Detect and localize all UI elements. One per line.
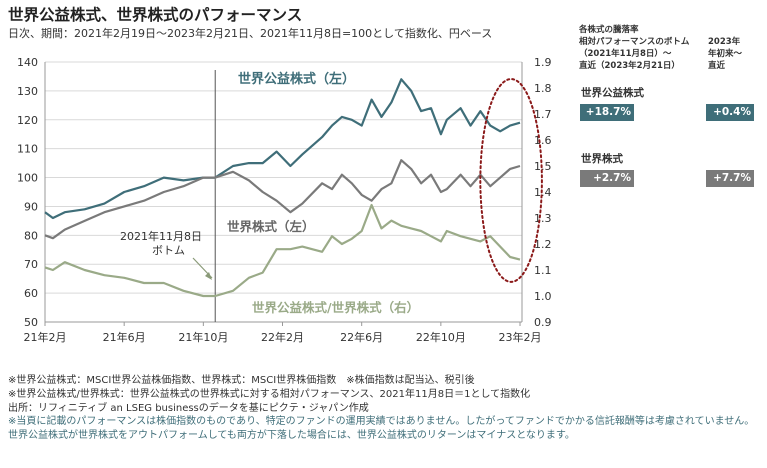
x-axis-tick-label: 22年10月 xyxy=(416,330,466,344)
right-axis-tick-label: 1.8 xyxy=(534,82,552,95)
right-axis-tick-label: 1.2 xyxy=(534,238,552,251)
utilities-series-line xyxy=(44,78,521,220)
footnote-line: 出所：リフィニティブ an LSEG businessのデータを基にピクテ・ジャ… xyxy=(8,402,369,414)
right-axis-tick-label: 1.4 xyxy=(534,186,552,199)
right-axis-tick-label: 1.1 xyxy=(534,264,552,277)
x-axis-tick-label: 22年2月 xyxy=(261,330,304,344)
side-panel-header-line: （2021年11月8日）～ xyxy=(579,49,672,59)
right-axis-tick-label: 1.3 xyxy=(534,212,552,225)
x-axis-tick-label: 21年6月 xyxy=(103,330,146,344)
x-axis-tick-label: 21年2月 xyxy=(24,330,67,344)
x-axis-tick-label: 21年10月 xyxy=(178,330,228,344)
disclaimer-text: ※当頁に記載のパフォーマンスは株価指数のものであり、特定のファンドの運用実績では… xyxy=(8,416,755,442)
right-axis-tick-label: 1.6 xyxy=(534,134,552,147)
x-axis-tick-label: 22年6月 xyxy=(340,330,383,344)
footnote-line: ※世界公益株式/世界株式：世界公益株式の世界株式に対する相対パフォーマンス、20… xyxy=(8,388,531,400)
bottom-annotation-line: 2021年11月8日 xyxy=(120,229,202,243)
left-axis-tick-label: 70 xyxy=(24,258,38,271)
world-series-label: 世界株式（左） xyxy=(227,219,315,234)
left-axis-tick-label: 100 xyxy=(17,172,38,185)
right-axis-tick-label: 1.7 xyxy=(534,108,552,121)
left-axis-tick-label: 140 xyxy=(17,56,38,69)
world-ytd-badge: +7.7% xyxy=(706,170,754,187)
highlight-ellipse xyxy=(479,78,543,283)
page-title: 世界公益株式、世界株式のパフォーマンス xyxy=(8,6,303,24)
utilities-ytd-badge: +0.4% xyxy=(706,104,754,121)
side-panel-header-left: 各株式の騰落率 相対パフォーマンスのボトム （2021年11月8日）～ 直近（2… xyxy=(579,24,689,72)
world-row-label: 世界株式 xyxy=(581,153,623,165)
utilities-series-label: 世界公益株式（左） xyxy=(238,71,355,87)
side-panel-header-right: 2023年 年初来～ 直近 xyxy=(708,36,742,72)
utilities-row-label: 世界公益株式 xyxy=(581,87,644,99)
footnotes: ※世界公益株式：MSCI世界公益株価指数、世界株式：MSCI世界株価指数 ※株価… xyxy=(8,374,763,443)
side-panel-header-line: 各株式の騰落率 xyxy=(579,25,639,35)
bottom-annotation-line: ボトム xyxy=(152,244,185,257)
x-axis-tick-label: 23年2月 xyxy=(499,330,542,344)
utilities-bottom-to-latest-badge: +18.7% xyxy=(580,104,634,121)
relative-series-line xyxy=(44,203,521,298)
left-axis-tick-label: 120 xyxy=(17,114,38,127)
right-axis-tick-label: 1.5 xyxy=(534,160,552,173)
right-axis-tick-label: 1.0 xyxy=(534,290,552,303)
left-axis-tick-label: 130 xyxy=(17,85,38,98)
chart-subtitle: 日次、期間：2021年2月19日～2023年2月21日、2021年11月8日=1… xyxy=(8,27,493,40)
left-axis-tick-label: 80 xyxy=(24,229,38,242)
left-axis-tick-label: 110 xyxy=(17,143,38,156)
world-bottom-to-latest-badge: +2.7% xyxy=(580,170,634,187)
left-axis-tick-label: 50 xyxy=(24,316,38,329)
performance-line-chart: 50 60 70 80 90 100 110 120 130 140 0.9 1.0 1.1 1.2 1.3… xyxy=(17,56,552,344)
bottom-annotation-arrowhead xyxy=(205,272,212,280)
side-panel-header-line: 直近 xyxy=(708,61,726,71)
side-panel-header-line: 直近（2023年2月21日） xyxy=(579,61,680,71)
side-panel-header-line: 2023年 xyxy=(708,37,741,47)
right-axis-tick-label: 1.9 xyxy=(534,56,552,69)
left-axis-tick-label: 90 xyxy=(24,200,38,213)
left-axis-tick-label: 60 xyxy=(24,287,38,300)
world-series-line xyxy=(44,159,521,240)
relative-series-label: 世界公益株式/世界株式（右） xyxy=(252,300,419,315)
side-panel-header-line: 相対パフォーマンスのボトム xyxy=(579,37,690,47)
right-axis-tick-label: 0.9 xyxy=(534,316,552,329)
side-panel-header-line: 年初来～ xyxy=(708,49,743,59)
footnote-line: ※世界公益株式：MSCI世界公益株価指数、世界株式：MSCI世界株価指数 ※株価… xyxy=(8,375,475,386)
